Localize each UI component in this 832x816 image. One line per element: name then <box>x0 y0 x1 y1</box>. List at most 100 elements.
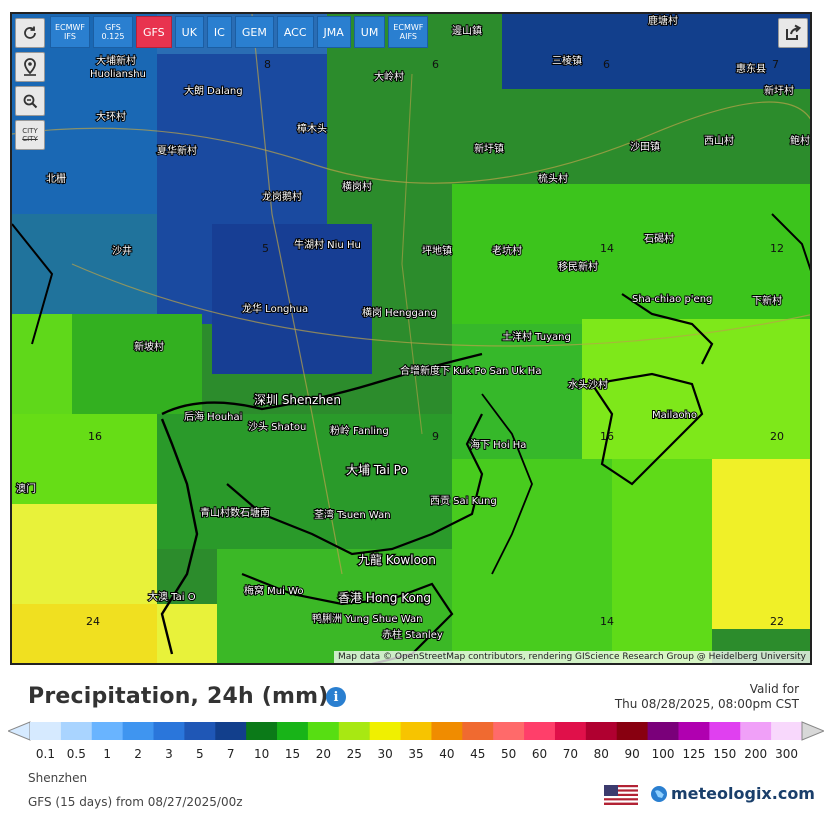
cell-value: 16 <box>88 430 102 443</box>
scale-tick-label: 0.5 <box>66 747 86 761</box>
scale-tick-label: 40 <box>439 747 455 761</box>
place-label: 水头沙村 <box>568 378 608 391</box>
place-label: 三棱镇 <box>552 54 582 67</box>
scale-swatch <box>122 722 155 740</box>
cell-value: 16 <box>600 430 614 443</box>
globe-icon <box>651 785 667 802</box>
share-button[interactable] <box>778 18 808 48</box>
scale-swatch <box>771 722 803 740</box>
scale-tick-label: 90 <box>624 747 640 761</box>
scale-tick-label: 10 <box>253 747 270 761</box>
valid-time: Thu 08/28/2025, 08:00pm CST <box>614 697 799 711</box>
place-label: 惠东县 <box>736 62 766 75</box>
cell-value: 8 <box>264 58 271 71</box>
place-label: 龙岗鹅村 <box>262 190 302 203</box>
cell-value: 5 <box>262 242 269 255</box>
place-label: 粉岭 Fanling <box>330 424 389 437</box>
legend-title: Precipitation, 24h (mm) <box>28 684 329 709</box>
model-button[interactable]: IC <box>206 16 232 48</box>
place-label: 新坡村 <box>134 340 164 353</box>
model-button[interactable]: JMA <box>316 16 351 48</box>
scale-tick-label: 1 <box>103 747 112 761</box>
scale-tick-label: 125 <box>682 747 706 761</box>
scale-swatch <box>524 722 556 740</box>
place-label: 沙头 Shatou <box>248 421 306 433</box>
place-label: 邊山鎮 <box>452 24 482 37</box>
scale-tick-label: 7 <box>226 747 235 761</box>
model-selector: ECMWF IFS GFS 0.125 GFS UK IC GEM ACC JMA UM ECMW… <box>50 16 429 48</box>
color-scale <box>8 721 824 741</box>
scale-tick-label: 70 <box>562 747 579 761</box>
brand-logo[interactable]: meteologix.com <box>650 784 815 803</box>
place-label: 梳头村 <box>538 172 568 185</box>
reload-icon <box>24 26 36 39</box>
place-label: 北栅 <box>46 172 66 185</box>
model-button[interactable]: UK <box>174 16 204 48</box>
place-label: 赤柱 Stanley <box>382 628 443 641</box>
city-toggle-strike: CITY <box>22 135 38 143</box>
place-label: 横岗村 <box>342 180 372 193</box>
place-label: 下新村 <box>752 294 782 307</box>
place-label: 沙田镇 <box>630 140 660 153</box>
place-label: 夏华新村 <box>157 144 197 157</box>
scale-tick-label: 35 <box>408 747 424 761</box>
info-icon[interactable]: i <box>326 687 346 707</box>
scale-swatch <box>184 722 216 740</box>
place-label: 海下 Hoi Ha <box>470 438 526 451</box>
scale-swatch <box>60 722 93 740</box>
place-label: 大澳 Tai O <box>148 590 196 603</box>
place-label: 九龍 Kowloon <box>358 552 436 567</box>
cell-value: 14 <box>600 615 614 628</box>
model-button[interactable]: ECMWF AIFS <box>388 16 429 48</box>
cell-value: 6 <box>603 58 610 71</box>
place-label: 西山村 <box>704 134 734 147</box>
scale-swatch <box>215 722 247 740</box>
place-label: Mailaoho <box>652 410 697 421</box>
model-button[interactable]: GFS 0.125 <box>93 16 133 48</box>
place-label: 大埔 Tai Po <box>346 463 408 477</box>
place-label: 大岭村 <box>374 70 404 83</box>
model-button[interactable]: GFS <box>136 16 172 48</box>
reload-button[interactable] <box>15 18 45 48</box>
place-label: 老坑村 <box>492 244 522 257</box>
place-label: 香港 Hong Kong <box>338 591 431 605</box>
place-label: 横岗 Henggang <box>362 306 437 319</box>
scale-swatch <box>740 722 772 740</box>
place-label: 西贡 Sai Kung <box>430 495 497 507</box>
scale-swatch <box>369 722 402 740</box>
scale-swatch <box>554 722 587 740</box>
place-label: 沙井 <box>112 244 132 257</box>
scale-low-arrow <box>8 721 31 741</box>
scale-tick-label: 300 <box>775 747 798 761</box>
us-flag-icon[interactable] <box>604 785 638 805</box>
place-label: 石碣村 <box>644 232 674 245</box>
scale-swatch <box>400 722 432 740</box>
city-toggle-label: CITY <box>22 127 38 135</box>
scale-tick-label: 80 <box>593 747 609 761</box>
city-toggle-button[interactable]: CITY CITY <box>15 120 45 150</box>
scale-tick-label: 2 <box>134 747 142 761</box>
scale-tick-label: 100 <box>651 747 675 761</box>
model-button[interactable]: GEM <box>234 16 274 48</box>
model-button[interactable]: UM <box>353 16 386 48</box>
scale-swatch <box>678 722 710 740</box>
model-button[interactable]: ECMWF IFS <box>50 16 90 48</box>
zoom-icon <box>23 94 38 109</box>
cell-value: 7 <box>772 58 779 71</box>
scale-tick-label: 5 <box>196 747 204 761</box>
place-label: 土洋村 Tuyang <box>502 330 571 343</box>
scale-swatch <box>307 722 340 740</box>
model-button[interactable]: ACC <box>276 16 314 48</box>
place-label: 大埔新村 <box>96 54 136 67</box>
cell-value: 14 <box>600 242 614 255</box>
scale-tick-label: 45 <box>470 747 486 761</box>
precipitation-map[interactable]: 8 6 7 6 5 14 12 16 9 16 20 24 14 22 大埔新村… <box>12 14 812 665</box>
place-label: 后海 Houhai <box>184 410 242 423</box>
scale-tick-label: 150 <box>713 747 737 761</box>
map-view[interactable]: 8 6 7 6 5 14 12 16 9 16 20 24 14 22 大埔新村… <box>10 12 812 665</box>
zoom-button[interactable] <box>15 86 45 116</box>
place-label: 荃湾 Tsuen Wan <box>314 508 391 521</box>
scale-high-arrow <box>801 721 824 741</box>
locate-button[interactable] <box>15 52 45 82</box>
place-label: 澳门 <box>16 482 36 495</box>
